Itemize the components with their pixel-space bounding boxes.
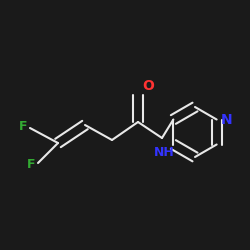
Text: F: F xyxy=(26,158,35,172)
Text: F: F xyxy=(18,120,27,132)
Text: N: N xyxy=(221,112,232,126)
Text: NH: NH xyxy=(154,146,174,159)
Text: O: O xyxy=(142,79,154,93)
